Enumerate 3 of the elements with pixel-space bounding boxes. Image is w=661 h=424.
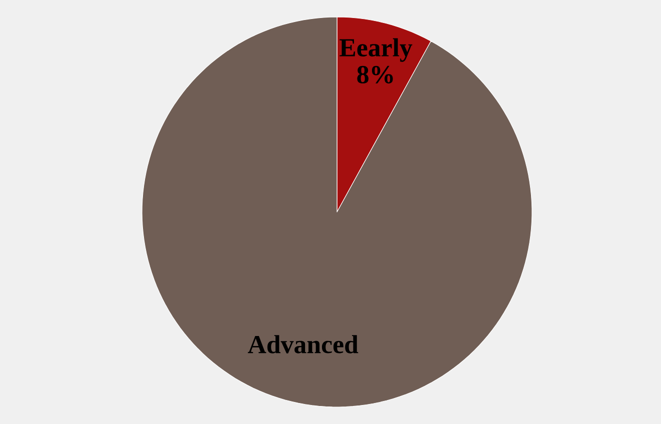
slice-label: Advanced: [248, 335, 358, 354]
data-label: 8%: [357, 66, 393, 84]
slice-label: Eearly: [340, 38, 412, 62]
